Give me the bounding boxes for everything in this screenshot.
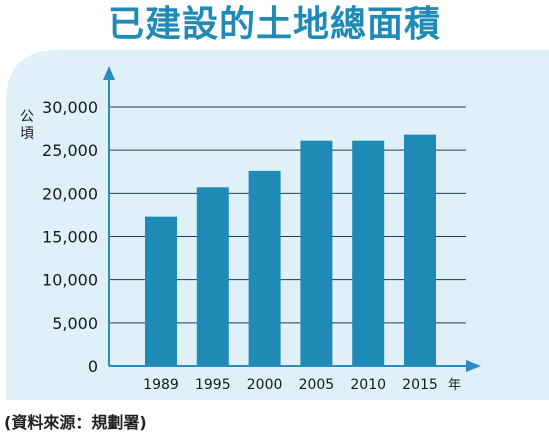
x-tick-label: 1995 <box>195 377 231 393</box>
x-tick-label: 2005 <box>299 377 335 393</box>
y-tick-label: 5,000 <box>52 314 98 333</box>
x-axis-arrow <box>466 360 481 372</box>
bar <box>196 187 229 366</box>
y-axis-unit-label-top: 公 <box>20 109 34 125</box>
x-tick-label: 2000 <box>247 377 283 393</box>
y-tick-label: 15,000 <box>42 228 98 247</box>
y-tick-label: 20,000 <box>42 184 98 203</box>
bar <box>352 140 385 366</box>
y-tick-label: 0 <box>88 357 98 376</box>
y-axis-arrow <box>103 66 115 80</box>
y-axis-unit-label-bottom: 頃 <box>20 126 34 142</box>
x-tick-label: 1989 <box>143 377 179 393</box>
source-note: (資料來源：規劃署) <box>4 413 147 432</box>
bar <box>248 170 281 366</box>
x-tick-label: 2015 <box>402 377 438 393</box>
bar <box>404 134 436 366</box>
y-tick-label: 25,000 <box>42 141 98 160</box>
bar <box>300 140 333 366</box>
y-tick-label: 30,000 <box>42 98 98 117</box>
chart-title: 已建設的土地總面積 <box>107 4 441 45</box>
x-axis-unit-label: 年 <box>448 378 461 393</box>
y-tick-label: 10,000 <box>42 271 98 290</box>
bar <box>145 216 177 366</box>
x-tick-label: 2010 <box>350 377 386 393</box>
